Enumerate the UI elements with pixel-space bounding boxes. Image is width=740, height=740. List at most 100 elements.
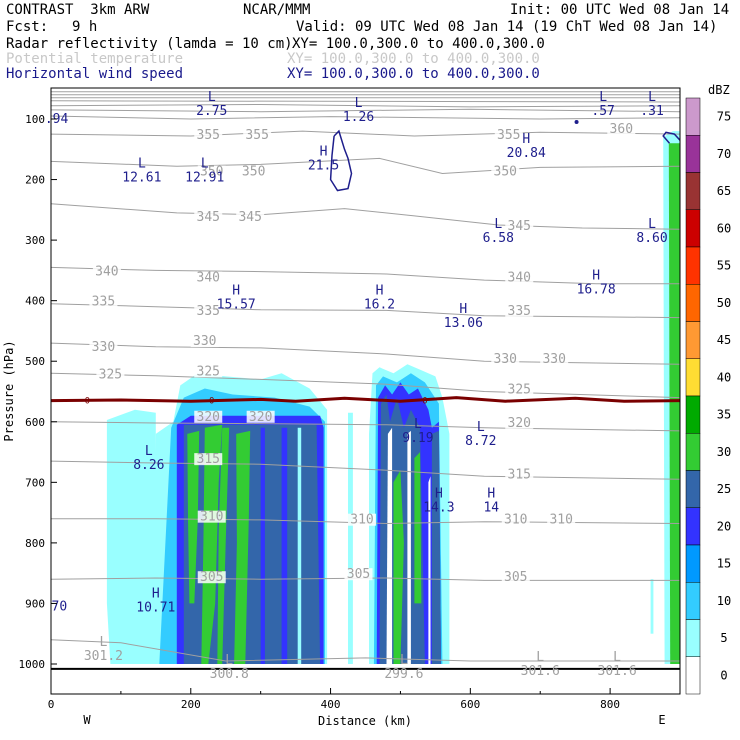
theta-label-4: 350 <box>200 165 223 180</box>
field-name-reflectivity: Radar reflectivity (lamda = 10 cm) <box>6 36 293 52</box>
refl-east-gap-2 <box>407 430 411 664</box>
wind-extremum-type-11: L <box>599 90 607 105</box>
theta-extremum-value-3: 301.6 <box>521 664 560 679</box>
wind-extremum-type-17: L <box>414 417 422 432</box>
wind-extremum-type-3: H <box>376 284 384 299</box>
theta-label-bg-31 <box>547 513 576 526</box>
colorbar-label-35: 35 <box>717 408 731 422</box>
colorbar-label-20: 20 <box>717 519 731 533</box>
colorbar-label-40: 40 <box>717 370 731 384</box>
theta-label-29: 310 <box>350 513 373 528</box>
colorbar-label-50: 50 <box>717 296 731 310</box>
wind-extremum-type-14: L <box>201 156 209 171</box>
wind-contours: 0 0 0 <box>51 120 680 670</box>
wind-extremum-value-0: 21.5 <box>308 158 339 173</box>
forecast-label: Fcst: <box>6 19 49 35</box>
theta-label-bg-15 <box>505 304 534 317</box>
colorbar-label-70: 70 <box>717 147 731 161</box>
theta-label-0: 360 <box>610 122 633 137</box>
center-title: NCAR/MMM <box>243 2 311 18</box>
wind-extremum-type-7: H <box>487 486 495 501</box>
theta-label-34: 305 <box>504 570 527 585</box>
colorbar-cell-4 <box>685 246 701 285</box>
theta-line-4 <box>51 103 680 108</box>
wind-extremum-type-13: L <box>138 156 146 171</box>
theta-label-bg-34 <box>501 571 530 584</box>
wind-extremum-value-10: 1.26 <box>343 110 374 125</box>
wind-extremum-value-3: 16.2 <box>364 298 395 313</box>
refl-east-green-1 <box>393 470 404 664</box>
theta-label-6: 350 <box>494 165 517 180</box>
theta-line-8 <box>51 157 680 175</box>
wind-extremum-value-14: 12.91 <box>185 170 224 185</box>
theta-line-5 <box>51 108 680 113</box>
theta-label-12: 340 <box>508 270 531 285</box>
theta-label-bg-3 <box>494 129 523 142</box>
colorbar-cell-0 <box>685 97 701 136</box>
theta-line-10 <box>51 266 680 285</box>
theta-label-33: 305 <box>347 567 370 582</box>
theta-extremum-type-4: L <box>613 650 621 665</box>
theta-label-bg-0 <box>607 123 636 136</box>
theta-label-bg-32 <box>197 571 226 584</box>
wind-extremum-type-8: H <box>152 586 160 601</box>
theta-label-bg-30 <box>501 513 530 526</box>
theta-line-9 <box>51 203 680 230</box>
refl-east-gap-3 <box>428 476 431 664</box>
y-axis-label: Pressure (hPa) <box>2 340 16 441</box>
wind-extremum-value-9: 2.75 <box>196 104 227 119</box>
theta-line-6 <box>51 115 680 120</box>
colorbar-cell-1 <box>685 135 701 173</box>
colorbar-cell-6 <box>685 321 701 359</box>
theta-label-23: 320 <box>197 410 220 425</box>
theta-label-30: 310 <box>504 513 527 528</box>
theta-label-31: 310 <box>549 513 572 528</box>
forecast-value: 9 h <box>72 19 98 35</box>
wind-extremum-value-11: .57 <box>591 104 614 119</box>
theta-label-18: 330 <box>494 352 517 367</box>
wind-extremum-value-1: 20.84 <box>507 146 546 161</box>
wind-extremum-value-12: .31 <box>640 104 663 119</box>
theta-label-bg-18 <box>491 353 520 366</box>
theta-label-13: 335 <box>92 295 115 310</box>
colorbar-label-5: 5 <box>720 631 727 645</box>
field-name-theta: Potential temperature <box>6 51 184 67</box>
wind-extremum-type-6: H <box>435 486 443 501</box>
theta-extremum-value-4: 301.6 <box>598 664 637 679</box>
theta-label-14: 335 <box>197 304 220 319</box>
theta-label-22: 325 <box>508 383 531 398</box>
theta-label-bg-27 <box>505 468 534 481</box>
refl-green-1 <box>201 424 223 664</box>
theta-label-3: 355 <box>497 128 520 143</box>
theta-label-bg-17 <box>190 335 219 348</box>
refl-green-4 <box>187 430 200 604</box>
wind-extremum-type-0: H <box>320 144 328 159</box>
valid-time: Valid: 09 UTC Wed 08 Jan 14 (19 ChT Wed … <box>296 19 718 35</box>
x-tick-label-4: 800 <box>600 698 620 711</box>
refl-east-edge-green <box>668 143 680 664</box>
theta-extremum-type-3: L <box>536 650 544 665</box>
field-xy-wind: XY= 100.0,300.0 to 400.0,300.0 <box>287 66 540 82</box>
theta-label-bg-6 <box>491 165 520 178</box>
freezing-level-label-2: 0 <box>422 397 427 407</box>
x-tick-label-2: 400 <box>321 698 341 711</box>
theta-label-9: 345 <box>508 219 531 234</box>
wind-extremum-type-15: L <box>494 217 502 232</box>
y-tick-label-5: 600 <box>25 416 45 429</box>
theta-line-18 <box>51 639 680 662</box>
x-tick-label-0: 0 <box>48 698 55 711</box>
init-time: Init: 00 UTC Wed 08 Jan 14 <box>510 2 730 18</box>
colorbar-label-15: 15 <box>717 557 731 571</box>
theta-label-bg-19 <box>540 353 569 366</box>
wind-extremum-value-2: 15.57 <box>217 298 256 313</box>
theta-label-8: 345 <box>238 210 261 225</box>
wind-extremum-type-12: L <box>648 90 656 105</box>
theta-label-bg-2 <box>243 129 272 142</box>
colorbar-label-65: 65 <box>717 184 731 198</box>
wind-extremum-value-19: 8.26 <box>133 458 164 473</box>
colorbar-cell-5 <box>685 284 701 322</box>
wind-extremum-value-13: 12.61 <box>122 170 161 185</box>
theta-label-bg-7 <box>194 210 223 223</box>
wind-extremum-value-18: 8.72 <box>465 434 496 449</box>
